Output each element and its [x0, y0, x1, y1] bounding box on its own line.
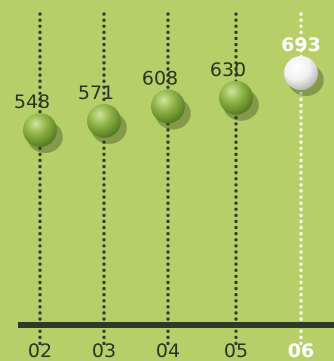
x-tick-label: 04 — [156, 340, 180, 361]
x-tick-label: 02 — [28, 340, 52, 361]
x-tick-label: 03 — [92, 340, 116, 361]
x-tick-label: 06 — [288, 340, 314, 361]
data-point — [87, 103, 121, 138]
x-axis-line — [18, 322, 334, 328]
x-tick-label: 05 — [224, 340, 248, 361]
data-point — [219, 80, 253, 115]
highlight-data-point — [284, 56, 318, 90]
data-label: 630 — [210, 59, 246, 81]
data-label: 571 — [78, 82, 114, 104]
data-label: 608 — [142, 67, 178, 89]
data-point — [23, 113, 57, 147]
data-label: 548 — [14, 91, 50, 113]
data-label: 693 — [281, 34, 321, 56]
data-point — [151, 89, 185, 124]
